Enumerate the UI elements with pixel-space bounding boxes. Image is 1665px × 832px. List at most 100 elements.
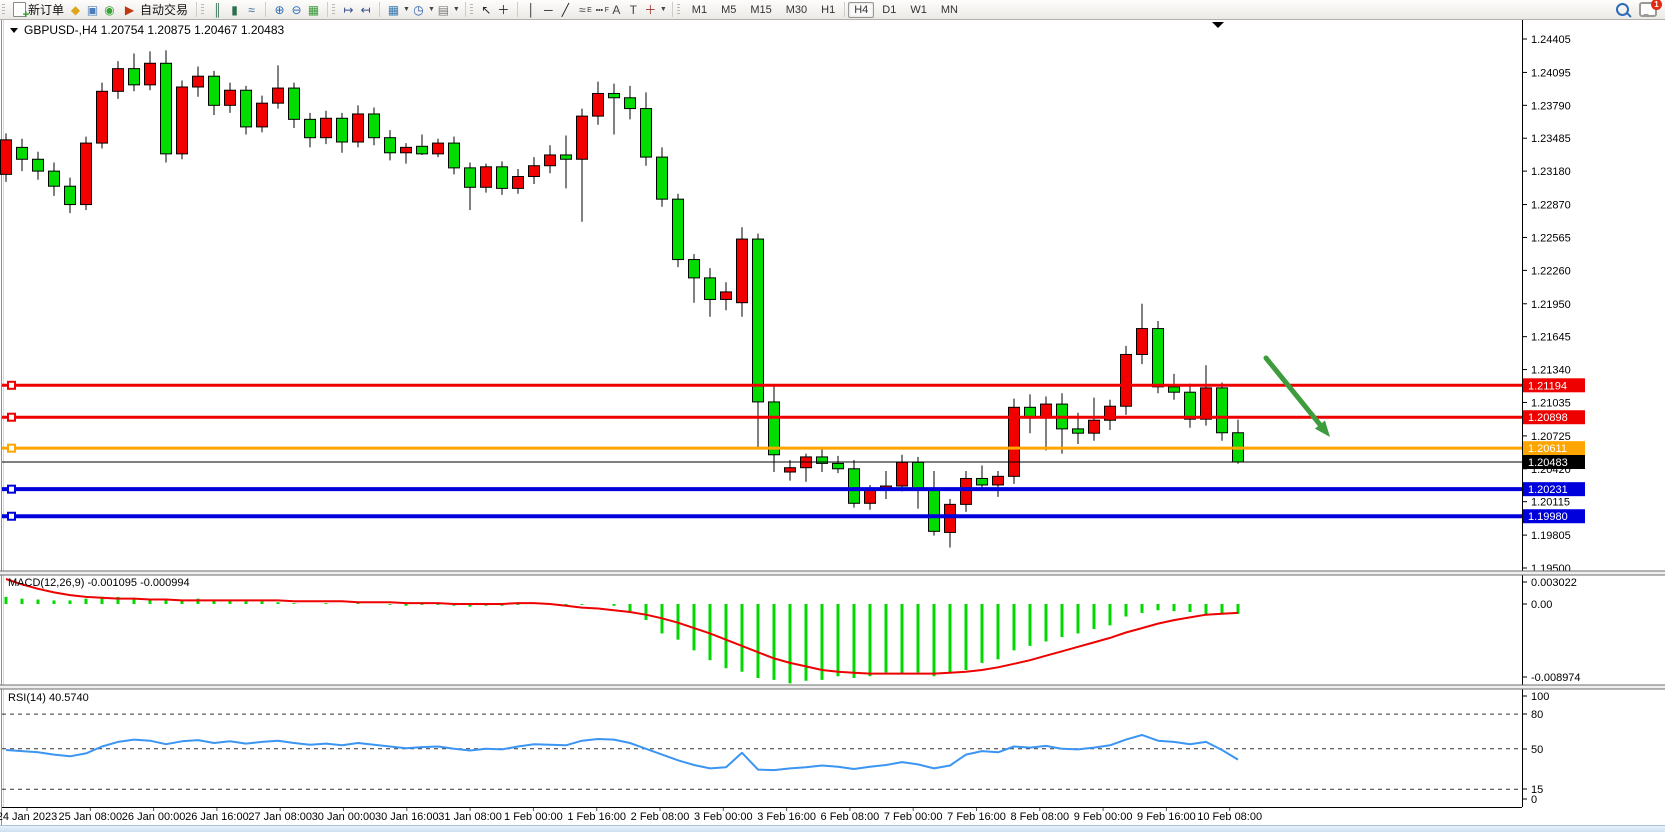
new-order-icon [13, 2, 29, 21]
timeframe-h4-button[interactable]: H4 [848, 1, 875, 18]
candle-body [1200, 387, 1212, 420]
market-watch-icon[interactable]: ◆ [70, 2, 81, 17]
signals-icon[interactable]: ◉ [104, 2, 115, 17]
chart-shift-icon[interactable]: ↤ [360, 2, 371, 17]
candle-body [784, 467, 796, 473]
tile-windows-icon[interactable]: ▦ [307, 2, 320, 17]
candle-body [192, 75, 204, 88]
candle-body [864, 489, 876, 504]
candle-body [560, 154, 572, 160]
zoom-out-icon[interactable]: ⊖ [291, 2, 302, 17]
new-order-button[interactable]: 新订单 [10, 1, 67, 21]
timeframe-m30-button[interactable]: M30 [785, 3, 808, 16]
fibonacci-icon[interactable]: ┅ F [595, 2, 609, 17]
profiles-icon[interactable]: ▤ [437, 2, 450, 17]
candle-body [576, 115, 588, 160]
candle-body [976, 477, 988, 486]
time-tick-label: 3 Feb 16:00 [757, 811, 816, 823]
candle-body [0, 139, 12, 175]
chat-icon[interactable]: 1 [1639, 0, 1662, 17]
candle-body [912, 461, 924, 490]
candle-body [96, 90, 108, 144]
navigator-icon[interactable]: ▣ [86, 2, 99, 17]
hline-anchor[interactable] [7, 380, 16, 390]
periods-icon-caret[interactable]: ▼ [427, 6, 435, 13]
timeframe-h1-button[interactable]: H1 [821, 3, 836, 16]
timeframe-d1-button[interactable]: D1 [882, 3, 897, 16]
profiles-icon-caret[interactable]: ▼ [452, 6, 460, 13]
timeframe-mn-button[interactable]: MN [940, 3, 958, 16]
bar-chart-icon[interactable]: ║ [213, 2, 222, 17]
time-tick-label: 3 Feb 00:00 [694, 811, 753, 823]
search-icon[interactable] [1616, 3, 1629, 16]
hline-anchor[interactable] [7, 412, 16, 422]
vertical-line-icon[interactable]: │ [527, 2, 536, 17]
candle-body [480, 166, 492, 188]
price-tick-label: 1.21645 [1531, 332, 1571, 344]
auto-scroll-icon[interactable]: ↦ [343, 2, 354, 17]
candle-body [432, 142, 444, 155]
cursor-icon[interactable]: ↖ [481, 2, 492, 17]
text-label-icon[interactable]: T [629, 2, 638, 17]
candle-body [304, 118, 316, 139]
symbol-dropdown-icon[interactable] [10, 28, 18, 33]
arrows-icon-caret[interactable]: ▼ [659, 6, 667, 13]
candle-body [64, 185, 76, 206]
text-icon[interactable]: A [612, 2, 621, 17]
rsi-panel: RSI(14) 40.5740 100 80 50 150 [2, 691, 1549, 806]
candle-body [992, 475, 1004, 486]
timeframe-m15-button[interactable]: M15 [750, 3, 772, 16]
line-chart-icon[interactable]: ≈ [248, 2, 255, 17]
horizontal-line-icon[interactable]: ─ [544, 2, 553, 17]
rsi-axis-label: 80 [1531, 709, 1543, 721]
new-chart-icon-caret[interactable]: ▼ [403, 6, 410, 13]
candle-body [1168, 386, 1180, 393]
down-arrow-annotation[interactable] [1263, 355, 1330, 437]
candle-body [736, 238, 748, 304]
rsi-axis-label: 15 [1531, 784, 1543, 796]
price-tick-label: 1.22260 [1531, 265, 1571, 277]
zoom-in-icon[interactable]: ⊕ [274, 2, 285, 17]
candlestick-chart-icon[interactable]: ▮ [231, 2, 238, 17]
rsi-line [5, 734, 1239, 772]
candle-body [224, 89, 236, 106]
hline-anchor[interactable] [7, 443, 16, 453]
price-tick-label: 1.22870 [1531, 200, 1571, 212]
hline-anchor[interactable] [7, 511, 16, 521]
new-chart-icon[interactable]: ▦ [387, 2, 400, 17]
macd-axis-label: 0.00 [1531, 599, 1552, 611]
timeframe-w1-button[interactable]: W1 [910, 3, 927, 16]
rsi-axis-label: 100 [1531, 691, 1549, 703]
candle-body [160, 62, 172, 155]
periods-icon[interactable]: ◷ [413, 2, 424, 17]
time-axis: 24 Jan 2023 25 Jan 08:00 26 Jan 00:00 26 Ja… [0, 808, 1262, 823]
candle-body [240, 89, 252, 128]
candle-body [16, 146, 28, 160]
timeframe-m5-button[interactable]: M5 [721, 3, 737, 16]
chart-shift-marker[interactable] [1212, 22, 1224, 28]
hline-anchor[interactable] [7, 484, 16, 494]
svg-text:1.20611: 1.20611 [1528, 443, 1567, 455]
toolbar-group-windows: ▦ ▼ ◷ ▼ ▤ ▼ [382, 0, 463, 19]
price-tick-label: 1.19805 [1531, 530, 1571, 542]
autotrade-icon[interactable]: ▶ [124, 2, 135, 17]
arrows-icon[interactable]: ＋ [644, 2, 657, 17]
time-tick-label: 2 Feb 08:00 [631, 811, 690, 823]
price-tick-label: 1.21950 [1531, 299, 1571, 311]
crosshair-icon[interactable]: ＋ [497, 2, 510, 17]
trendline-icon[interactable]: ╱ [561, 2, 569, 17]
autotrade-button[interactable]: ▶ 自动交易 [118, 1, 191, 18]
price-tick-label: 1.23180 [1531, 166, 1571, 178]
candle-body [48, 170, 60, 187]
candle-body [752, 238, 764, 403]
candle-body [1008, 406, 1020, 477]
candle-body [464, 167, 476, 188]
macd-axis-label: 0.003022 [1531, 577, 1577, 589]
toolbar-group-chart-types: ║ ▮ ≈ [206, 0, 263, 19]
toolbar-group-scroll: ↦ ↤ [337, 0, 377, 19]
time-tick-label: 26 Jan 16:00 [185, 811, 249, 823]
candle-body [368, 113, 380, 139]
elliott-wave-icon[interactable]: ≈ E [579, 2, 592, 17]
timeframe-m1-button[interactable]: M1 [691, 3, 708, 16]
